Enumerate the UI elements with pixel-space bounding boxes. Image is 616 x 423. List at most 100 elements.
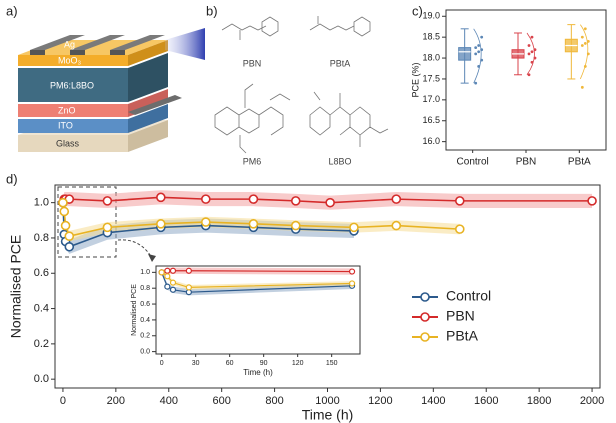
data-point xyxy=(527,73,531,77)
data-point xyxy=(580,35,584,39)
data-point xyxy=(474,81,478,85)
data-marker xyxy=(169,286,177,293)
y-tick-label: 18.5 xyxy=(422,32,440,42)
data-point xyxy=(527,44,531,47)
layer-label: Glass xyxy=(56,138,80,148)
data-marker xyxy=(348,268,356,275)
x-tick-label: 90 xyxy=(260,360,268,367)
data-marker xyxy=(59,206,70,217)
data-point xyxy=(530,50,534,54)
data-marker xyxy=(587,196,597,206)
y-tick-label: 0.4 xyxy=(140,317,150,324)
half-violin xyxy=(473,28,482,84)
y-tick-label: 18.0 xyxy=(422,52,440,62)
error-band xyxy=(62,199,460,242)
data-point xyxy=(530,35,534,39)
legend-label: PBN xyxy=(446,308,475,324)
x-axis-label: Time (h) xyxy=(302,407,354,423)
x-tick-label: PBN xyxy=(516,157,537,168)
data-marker xyxy=(158,269,165,276)
data-marker xyxy=(325,197,335,208)
x-tick-label: 800 xyxy=(265,395,283,407)
data-point xyxy=(477,50,481,54)
y-tick-label: 0.0 xyxy=(34,373,49,385)
legend-marker xyxy=(420,292,430,302)
layer-label: ITO xyxy=(58,120,73,130)
data-marker xyxy=(248,194,259,204)
x-tick-label: 120 xyxy=(292,360,304,367)
y-tick-label: 0.8 xyxy=(140,285,150,292)
y-tick-label: 1.0 xyxy=(140,269,150,276)
half-violin xyxy=(579,24,589,80)
y-axis-label: PCE (%) xyxy=(410,62,420,97)
inset-background xyxy=(155,265,361,355)
molecule-label: PBtA xyxy=(330,58,351,68)
layer-label: Ag xyxy=(64,39,75,49)
legend-marker xyxy=(420,312,430,322)
x-tick-label: 150 xyxy=(326,360,338,367)
data-marker xyxy=(164,283,171,290)
x-tick-label: 2000 xyxy=(580,395,604,407)
data-point xyxy=(583,42,587,45)
data-marker xyxy=(64,231,75,241)
molecule-label: PBN xyxy=(243,58,262,68)
data-point xyxy=(527,52,531,56)
legend-label: PBtA xyxy=(446,328,479,344)
layer-label: PM6:L8BO xyxy=(50,80,94,90)
data-marker xyxy=(156,192,166,203)
panel-label: c) xyxy=(412,3,423,18)
data-point xyxy=(583,27,587,31)
data-marker xyxy=(348,280,356,287)
x-tick-label: 0 xyxy=(60,395,66,407)
x-tick-label: 1000 xyxy=(315,395,339,407)
data-point xyxy=(480,35,484,39)
data-marker xyxy=(454,196,465,206)
layer-label: MoO₃ xyxy=(58,55,82,65)
molecule-structures xyxy=(214,16,389,154)
legend-label: Control xyxy=(446,288,491,304)
data-point xyxy=(580,44,584,47)
legend-marker xyxy=(420,332,430,342)
data-marker xyxy=(164,273,171,280)
y-tick-label: 16.0 xyxy=(422,136,440,146)
data-marker xyxy=(58,197,68,208)
half-violin xyxy=(526,32,535,76)
data-marker xyxy=(102,222,113,233)
molecule-label: PM6 xyxy=(243,156,262,166)
x-tick-label: 30 xyxy=(192,360,200,367)
plot-frame xyxy=(445,9,607,151)
zoom-arrowhead xyxy=(148,254,156,262)
y-tick-label: 0.6 xyxy=(140,301,150,308)
y-tick-label: 0.4 xyxy=(34,302,49,314)
x-tick-label: PBtA xyxy=(568,157,591,168)
y-axis-label: Normalised PCE xyxy=(8,235,24,338)
data-marker xyxy=(201,217,211,227)
data-marker xyxy=(201,194,211,204)
x-tick-label: 60 xyxy=(226,360,234,367)
x-tick-label: 1400 xyxy=(421,395,445,407)
x-tick-label: 0 xyxy=(160,360,164,367)
data-marker xyxy=(169,279,177,286)
data-point xyxy=(477,44,481,47)
y-axis-label: Normalised PCE xyxy=(131,284,138,336)
data-marker xyxy=(64,241,75,252)
x-axis-label: Time (h) xyxy=(243,368,273,377)
layer-label: ZnO xyxy=(58,105,76,115)
data-marker xyxy=(169,267,177,274)
y-tick-label: 0.2 xyxy=(34,338,49,350)
data-point xyxy=(474,46,478,50)
data-marker xyxy=(164,267,171,274)
data-marker xyxy=(290,196,301,206)
y-tick-label: 16.5 xyxy=(422,115,440,125)
data-marker xyxy=(391,220,402,231)
molecule-label: L8BO xyxy=(328,156,351,166)
data-point xyxy=(580,85,584,89)
x-tick-label: 1800 xyxy=(527,395,551,407)
y-tick-label: 0.0 xyxy=(140,348,150,355)
x-tick-label: 400 xyxy=(160,395,178,407)
y-tick-label: 17.5 xyxy=(422,73,440,83)
data-marker xyxy=(248,219,259,229)
y-tick-label: 0.2 xyxy=(140,333,150,340)
data-marker xyxy=(102,196,113,206)
